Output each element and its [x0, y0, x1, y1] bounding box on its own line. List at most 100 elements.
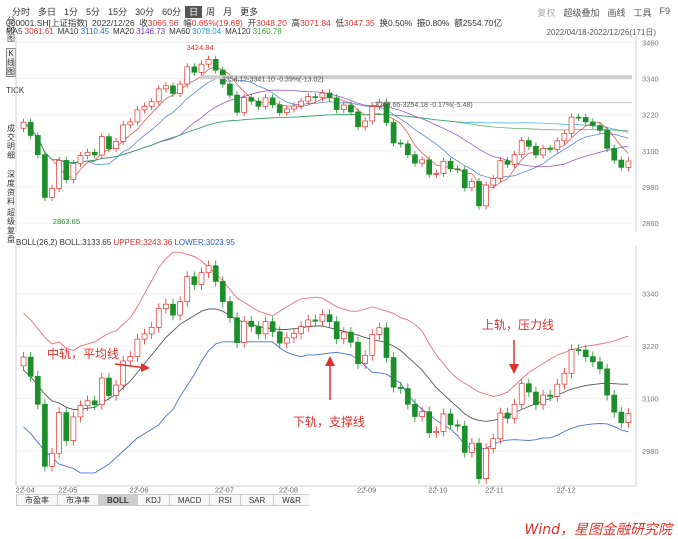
side-tab-depth[interactable]: 深度资料: [7, 170, 15, 206]
timeframe-3[interactable]: 5分: [86, 7, 101, 17]
candle-body: [49, 188, 55, 198]
boll-candle-body: [312, 319, 319, 322]
tool-2[interactable]: 画线: [607, 8, 626, 18]
kline-low-label: 2863.65: [53, 217, 80, 226]
timeframe-1[interactable]: 多日: [38, 7, 57, 17]
candle-body: [91, 151, 98, 156]
boll-candle-body: [433, 431, 440, 434]
timeframe-9[interactable]: 月: [223, 7, 233, 17]
candle-body: [604, 129, 610, 149]
boll-candle-body: [291, 333, 297, 339]
boll-candle-body: [497, 412, 504, 440]
arrow-mid-line: [114, 363, 147, 369]
quote-info: 000001.SH[上证指数] 2022/12/26 收3065.56 幅0.6…: [6, 18, 502, 28]
xaxis-tick-label: 22-09: [357, 486, 376, 495]
timeframe-4[interactable]: 15分: [108, 7, 128, 17]
side-tab-tick[interactable]: TICK: [6, 86, 25, 95]
candle-body: [291, 105, 297, 110]
boll-candle-body: [590, 356, 596, 363]
candle-body: [561, 132, 568, 142]
candle-body: [319, 92, 326, 98]
tool-4[interactable]: F9: [659, 6, 670, 16]
candle-body: [134, 109, 141, 123]
boll-candle-body: [27, 356, 34, 377]
candle-body: [56, 160, 62, 189]
candle-body: [454, 168, 461, 171]
tool-1[interactable]: 超级叠加: [563, 8, 600, 18]
boll-upper-line: [23, 251, 629, 397]
upper-value: 3243.36: [143, 238, 173, 247]
tab-wr[interactable]: W&R: [273, 494, 309, 506]
boll-candle-body: [212, 265, 219, 282]
candle-body: [362, 120, 368, 128]
kline-chart: 2860 2980 3100 3220 3340 3460 3424.84 2863.65 33…: [15, 36, 659, 232]
boll-candle-body: [540, 394, 546, 406]
timeframe-10[interactable]: 更多: [240, 7, 259, 17]
boll-candle-body: [625, 413, 632, 423]
candle-body: [518, 140, 525, 156]
boll-candle-body: [547, 394, 554, 397]
candle-body: [383, 101, 390, 123]
boll-ytick: 3340: [642, 290, 659, 299]
boll-candle-body: [561, 372, 568, 385]
boll-candle-body: [319, 314, 326, 322]
candle-body: [227, 83, 233, 96]
tab-boll[interactable]: BOLL: [98, 494, 137, 506]
tool-0[interactable]: 复权: [537, 8, 556, 18]
timeframe-8[interactable]: 周: [206, 7, 216, 17]
boll-lower-line: [23, 341, 629, 474]
boll-candle-body: [618, 411, 625, 423]
boll-candle-body: [34, 375, 41, 405]
ma5-line: [23, 66, 629, 189]
boll-candle-body: [163, 303, 169, 309]
tab-sar[interactable]: SAR: [239, 494, 274, 506]
timeframe-0[interactable]: 分时: [12, 7, 31, 17]
tab-kdj[interactable]: KDJ: [136, 494, 169, 506]
annotation-mid: 中轨，平均线: [47, 347, 120, 361]
candle-body: [84, 151, 91, 156]
candle-body: [163, 85, 169, 90]
tab-rsi[interactable]: RSI: [209, 494, 240, 506]
tab-0[interactable]: 市盈率: [16, 494, 57, 506]
boll-candle-body: [106, 377, 112, 396]
tool-3[interactable]: 工具: [633, 8, 652, 18]
boll-candle-body: [234, 317, 240, 344]
side-tab-trades[interactable]: 成交明细: [7, 124, 15, 160]
candle-body: [582, 117, 589, 123]
candle-body: [98, 136, 105, 156]
side-tab-replay[interactable]: 超级复盘: [7, 208, 15, 244]
timeframe-2[interactable]: 1分: [64, 7, 79, 17]
xaxis-tick-label: 22-04: [16, 486, 35, 495]
xaxis-tick-label: 22-07: [215, 486, 234, 495]
xaxis-tick-label: 22-10: [428, 486, 447, 495]
timeframe-7[interactable]: 日: [185, 6, 203, 18]
timeframe-6[interactable]: 60分: [162, 7, 182, 17]
candle-body: [234, 94, 240, 113]
candle-body: [340, 104, 347, 110]
boll-candle-body: [611, 394, 618, 413]
candle-body: [42, 154, 48, 198]
candle-body: [497, 160, 504, 179]
tab-1[interactable]: 市净率: [57, 494, 98, 506]
boll-candle-body: [84, 400, 91, 406]
boll-candle-body: [404, 388, 411, 405]
ma-ma5: MA5 3061.61: [6, 27, 54, 36]
timeframe-5[interactable]: 30分: [135, 7, 155, 17]
candle-body: [106, 136, 112, 150]
ma120-line: [23, 113, 629, 164]
tab-macd[interactable]: MACD: [168, 494, 210, 506]
ma-ma60: MA60 3078.04: [169, 27, 222, 36]
boll-candle-body: [205, 265, 212, 274]
boll-candle-body: [127, 356, 134, 362]
boll-candle-body: [284, 337, 290, 344]
boll-name: BOLL(26,2): [16, 238, 58, 247]
candle-body: [575, 116, 582, 119]
close-value: 3065.56: [147, 18, 179, 28]
xaxis-tick-label: 22-11: [485, 486, 504, 495]
boll-candle-body: [604, 368, 610, 396]
candle-body: [590, 121, 596, 126]
arrow-mid-head: [141, 363, 150, 372]
boll-candle-body: [440, 413, 447, 432]
boll-candle-body: [518, 383, 525, 405]
side-tab-timeshare[interactable]: 分时图: [7, 16, 15, 43]
